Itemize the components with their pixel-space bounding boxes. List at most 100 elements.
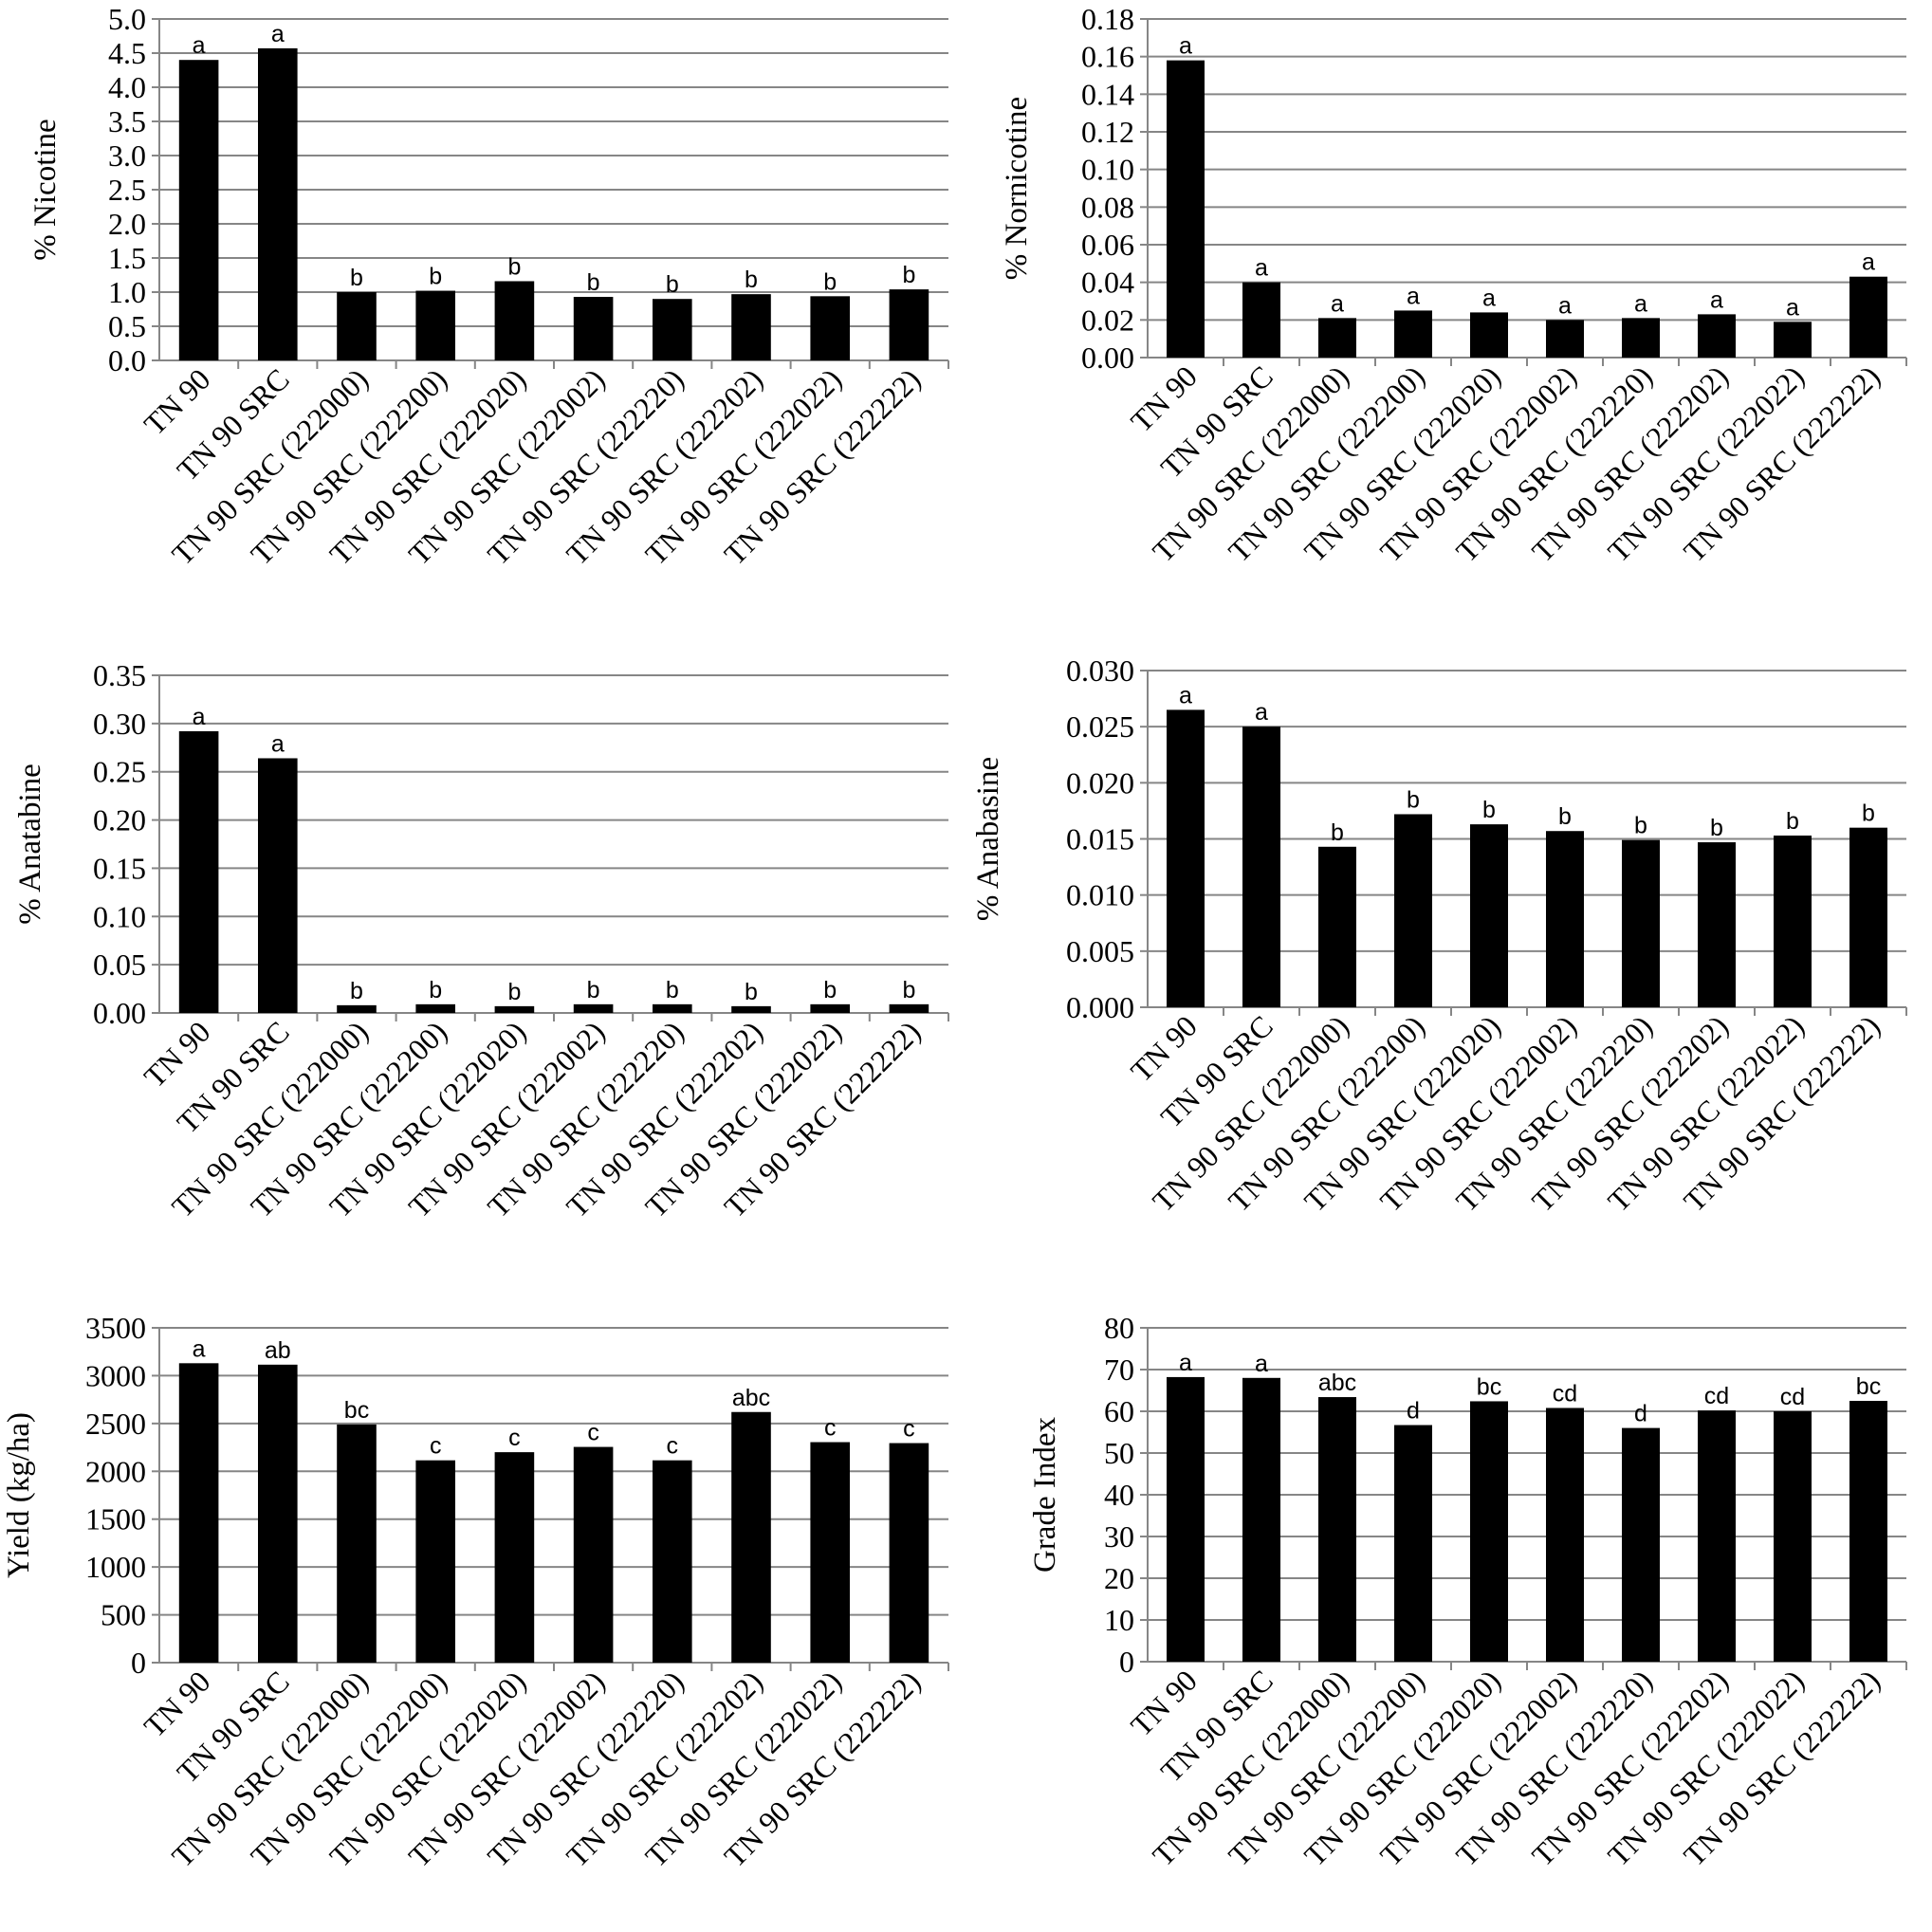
y-tick-label: 2.0 — [108, 207, 146, 241]
significance-letter: b — [1331, 819, 1344, 846]
bar — [1242, 727, 1280, 1007]
y-tick-label: 2500 — [85, 1407, 146, 1441]
bar — [889, 1443, 929, 1663]
significance-letter: b — [666, 977, 679, 1003]
bar — [1394, 310, 1432, 358]
bar — [1242, 1377, 1280, 1662]
y-tick-label: 0 — [1119, 1645, 1134, 1679]
y-tick-label: 1000 — [85, 1550, 146, 1584]
significance-letter: a — [1407, 283, 1420, 309]
bar — [573, 1446, 614, 1663]
bar — [1622, 318, 1660, 358]
y-tick-label: 1500 — [85, 1502, 146, 1536]
y-axis-title: Yield (kg/ha) — [2, 1412, 36, 1578]
significance-letter: b — [1407, 786, 1420, 813]
significance-letter: a — [193, 32, 206, 59]
chart-panel-5: 0 500 1000 1500 2000 2500 3000 3500 Yield (kg/ha… — [2, 1311, 949, 1873]
bar — [810, 1003, 850, 1013]
y-tick-label: 3500 — [85, 1311, 146, 1345]
bar — [810, 296, 850, 360]
bar — [337, 1424, 377, 1663]
significance-letter: c — [824, 1415, 837, 1442]
significance-letter: b — [823, 268, 837, 295]
significance-letter: b — [350, 978, 363, 1004]
bar — [1546, 831, 1584, 1007]
significance-letter: b — [587, 977, 600, 1003]
y-tick-label: 0.010 — [1066, 878, 1134, 912]
significance-letter: a — [1634, 290, 1647, 317]
chart-panel-2: 0.000.020.04 0.06 0.080.10 0.12 0.140.16 0.18… — [1000, 2, 1907, 568]
bar — [178, 60, 219, 360]
bar — [1470, 824, 1508, 1007]
y-tick-label: 0.35 — [93, 658, 146, 692]
significance-letter: d — [1634, 1401, 1647, 1427]
bar — [889, 1003, 929, 1013]
y-tick-label: 0.10 — [93, 899, 146, 933]
significance-letter: a — [193, 704, 206, 730]
y-tick-label: 0.02 — [1081, 303, 1134, 337]
bar — [810, 1442, 850, 1663]
chart-panel-3: 0.00 0.05 0.10 0.15 0.20 0.25 0.30 0.35 % Anatab… — [13, 658, 949, 1224]
significance-letter: b — [1710, 815, 1723, 841]
significance-letter: c — [587, 1420, 599, 1446]
bar — [1167, 1376, 1205, 1662]
y-tick-label: 3.5 — [108, 104, 146, 138]
bar — [415, 1003, 455, 1013]
significance-letter: bc — [1477, 1373, 1501, 1400]
bar — [1394, 1425, 1432, 1662]
significance-letter: bc — [344, 1397, 369, 1424]
y-tick-label: 60 — [1104, 1394, 1134, 1428]
y-tick-label: 0.00 — [1081, 340, 1134, 375]
significance-letter: c — [430, 1433, 442, 1460]
significance-letter: b — [823, 977, 837, 1003]
significance-letter: b — [745, 267, 758, 293]
bar — [1318, 846, 1356, 1007]
bar — [337, 1004, 377, 1013]
y-tick-label: 0.025 — [1066, 709, 1134, 744]
significance-letter: b — [666, 271, 679, 298]
bar — [337, 292, 377, 360]
bar — [1622, 839, 1660, 1007]
bar — [1470, 312, 1508, 358]
significance-letter: a — [1862, 249, 1875, 276]
bar — [1774, 1411, 1812, 1662]
y-tick-label: 50 — [1104, 1436, 1134, 1470]
significance-letter: b — [745, 979, 758, 1005]
y-tick-label: 0.005 — [1066, 934, 1134, 968]
y-tick-label: 0.04 — [1081, 266, 1134, 300]
y-tick-label: 1.0 — [108, 275, 146, 309]
bar — [1318, 1397, 1356, 1662]
significance-letter: cd — [1553, 1380, 1577, 1407]
bar — [731, 294, 771, 360]
y-tick-label: 40 — [1104, 1478, 1134, 1512]
y-tick-label: 0 — [131, 1646, 146, 1680]
y-tick-label: 0.12 — [1081, 115, 1134, 149]
y-tick-label: 0.08 — [1081, 190, 1134, 224]
significance-letter: a — [1255, 1351, 1268, 1377]
y-tick-label: 0.015 — [1066, 822, 1134, 856]
y-tick-label: 0.05 — [93, 948, 146, 982]
bar — [494, 1005, 535, 1013]
significance-letter: c — [903, 1416, 915, 1443]
y-axis-title: % Anatabine — [13, 764, 47, 925]
y-tick-label: 4.5 — [108, 36, 146, 70]
bar — [1242, 282, 1280, 358]
y-tick-label: 20 — [1104, 1561, 1134, 1595]
bar — [1622, 1427, 1660, 1662]
y-tick-label: 10 — [1104, 1603, 1134, 1637]
bar — [1774, 322, 1812, 358]
y-tick-label: 0.5 — [108, 309, 146, 343]
y-tick-label: 0.30 — [93, 707, 146, 741]
bar — [1698, 842, 1736, 1007]
bar — [573, 297, 614, 360]
y-tick-label: 0.16 — [1081, 40, 1134, 74]
significance-letter: b — [902, 262, 915, 288]
y-tick-label: 30 — [1104, 1519, 1134, 1554]
bar — [1774, 835, 1812, 1007]
y-tick-label: 0.000 — [1066, 990, 1134, 1024]
bar — [1849, 276, 1887, 358]
bar — [1546, 1408, 1584, 1662]
bar — [178, 1363, 219, 1663]
